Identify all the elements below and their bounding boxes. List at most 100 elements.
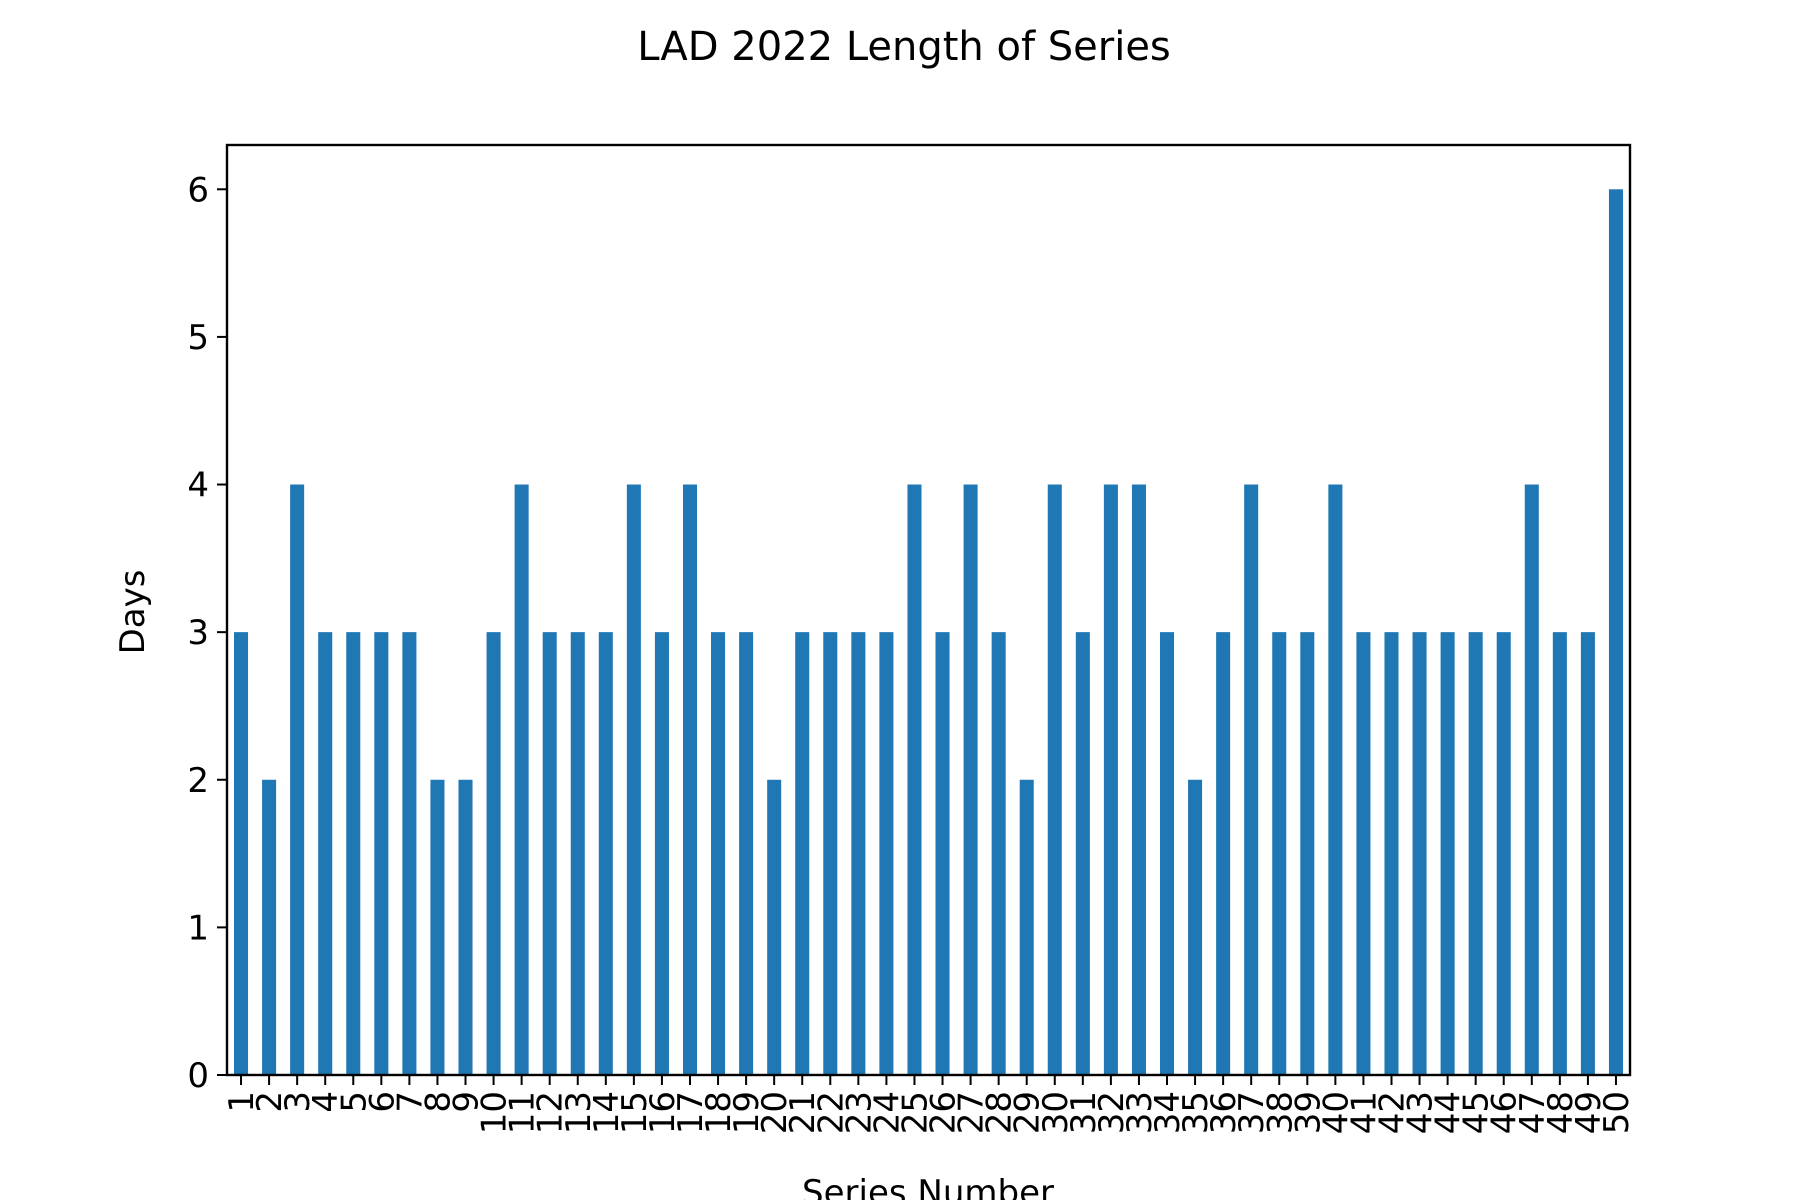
bar-series-43 [1412,632,1427,1075]
bar-series-24 [879,632,894,1075]
x-tick-label: 24 [867,1091,907,1134]
bar-series-7 [402,632,417,1075]
x-tick-label: 22 [811,1091,851,1134]
x-tick-label: 32 [1092,1091,1132,1134]
y-tick-label: 0 [187,1056,209,1096]
x-tick-label: 49 [1569,1091,1609,1134]
bar-series-19 [739,632,754,1075]
bar-series-13 [570,632,585,1075]
bar-series-31 [1075,632,1090,1075]
bar-series-18 [711,632,726,1075]
bar-series-48 [1552,632,1567,1075]
bar-series-12 [542,632,557,1075]
x-tick-label: 13 [559,1091,599,1134]
bar-series-42 [1384,632,1399,1075]
x-tick-label: 46 [1485,1091,1525,1134]
bar-series-16 [654,632,669,1075]
bar-series-22 [823,632,838,1075]
x-tick-label: 41 [1344,1091,1384,1134]
x-tick-label: 7 [390,1091,430,1113]
x-tick-label: 26 [924,1091,964,1134]
x-tick-label: 29 [1008,1091,1048,1134]
bar-series-38 [1272,632,1287,1075]
bar-series-45 [1468,632,1483,1075]
x-tick-label: 4 [306,1091,346,1113]
x-tick-label: 11 [503,1091,543,1134]
x-tick-label: 45 [1457,1091,1497,1134]
x-tick-label: 3 [278,1091,318,1113]
x-tick-label: 50 [1597,1091,1637,1134]
x-tick-label: 23 [839,1091,879,1134]
x-tick-label: 34 [1148,1091,1188,1134]
bar-series-5 [346,632,361,1075]
bar-series-50 [1608,189,1623,1076]
x-tick-label: 21 [783,1091,823,1134]
chart-title: LAD 2022 Length of Series [637,24,1171,70]
bar-series-26 [935,632,950,1075]
x-tick-label: 5 [334,1091,374,1113]
x-tick-label: 6 [362,1091,402,1113]
bar-series-41 [1356,632,1371,1075]
bar-series-3 [290,484,305,1075]
x-tick-label: 30 [1036,1091,1076,1134]
x-tick-label: 18 [699,1091,739,1134]
x-tick-label: 17 [671,1091,711,1134]
x-tick-label: 9 [447,1091,487,1113]
y-axis-label: Days [113,570,153,655]
x-tick-label: 25 [895,1091,935,1134]
plot-area: 0123456123456789101112131415161718192021… [187,170,1637,1134]
bar-series-35 [1188,779,1203,1075]
bar-series-15 [626,484,641,1075]
x-tick-label: 39 [1288,1091,1328,1134]
x-tick-label: 10 [475,1091,515,1134]
bar-series-46 [1496,632,1511,1075]
axes-frame [225,143,1632,1077]
y-tick-label: 6 [187,170,209,210]
bar-series-25 [907,484,922,1075]
bar-series-1 [234,632,249,1075]
bar-series-44 [1440,632,1455,1075]
bar-series-30 [1047,484,1062,1075]
bar-series-34 [1160,632,1175,1075]
bar-series-40 [1328,484,1343,1075]
x-tick-label: 47 [1513,1091,1553,1134]
bar-series-17 [682,484,698,1075]
y-tick-label: 1 [187,908,209,948]
bar-series-49 [1580,632,1595,1075]
x-tick-label: 12 [531,1091,571,1134]
y-tick-label: 4 [187,466,209,506]
x-tick-label: 28 [980,1091,1020,1134]
bar-series-4 [318,632,333,1075]
x-tick-label: 48 [1541,1091,1581,1134]
bar-series-29 [1019,779,1034,1075]
bar-series-10 [486,632,501,1075]
bar-series-33 [1131,484,1146,1075]
bar-series-14 [598,632,613,1075]
bar-series-27 [963,484,978,1075]
x-tick-label: 27 [952,1091,992,1134]
x-tick-label: 36 [1204,1091,1244,1134]
bar-series-36 [1216,632,1231,1075]
x-tick-label: 2 [250,1091,290,1113]
y-tick-label: 5 [187,318,209,358]
bar-series-23 [851,632,866,1075]
x-tick-label: 16 [643,1091,683,1134]
x-tick-label: 14 [587,1091,627,1134]
x-tick-label: 43 [1401,1091,1441,1134]
x-tick-label: 40 [1316,1091,1356,1134]
bar-series-20 [767,779,782,1075]
bar-series-39 [1300,632,1315,1075]
x-tick-label: 44 [1429,1091,1469,1134]
bar-series-21 [795,632,810,1075]
bar-series-11 [514,484,529,1075]
y-tick-label: 3 [187,613,209,653]
bar-series-32 [1103,484,1118,1075]
bar-series-6 [374,632,389,1075]
x-tick-label: 33 [1120,1091,1160,1134]
x-tick-label: 19 [727,1091,767,1134]
x-tick-label: 42 [1372,1091,1412,1134]
x-tick-label: 37 [1232,1091,1272,1134]
x-axis-label: Series Number [802,1173,1054,1200]
x-tick-label: 8 [418,1091,458,1113]
x-tick-label: 38 [1260,1091,1300,1134]
